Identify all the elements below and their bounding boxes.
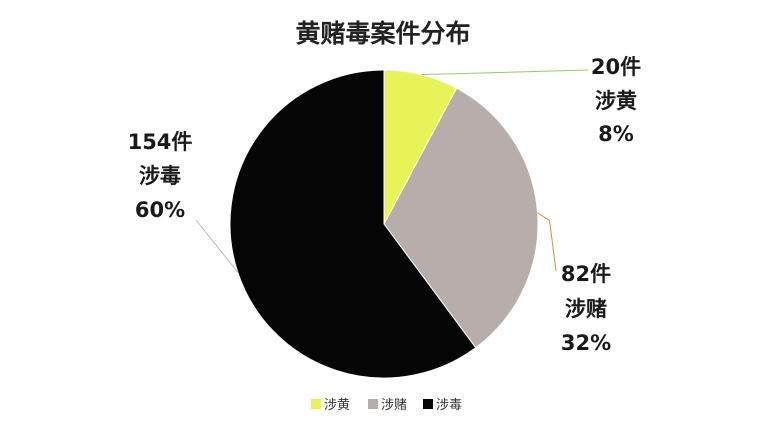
- leader-line-涉黄: [421, 69, 589, 76]
- leader-line-涉赌: [537, 212, 557, 272]
- slice-percent-label: 8%: [598, 122, 634, 146]
- legend-label: 涉黄: [324, 398, 350, 413]
- slice-name-label: 涉赌: [565, 297, 607, 321]
- slice-count-label: 20件: [591, 55, 641, 79]
- pie-slices: [229, 69, 539, 379]
- slice-count-label: 154件: [128, 130, 193, 154]
- legend-label: 涉毒: [436, 398, 462, 413]
- legend-swatch: [311, 399, 321, 409]
- slice-percent-label: 60%: [135, 198, 185, 222]
- slice-name-label: 涉黄: [595, 89, 637, 113]
- chart-title: 黄赌毒案件分布: [295, 19, 470, 48]
- slice-label-涉赌: 82件 涉赌 32%: [561, 262, 611, 355]
- legend: 涉黄 涉赌 涉毒: [311, 398, 462, 413]
- legend-item-涉毒: 涉毒: [423, 398, 462, 413]
- pie-slice-涉毒: [229, 69, 477, 379]
- legend-item-涉黄: 涉黄: [311, 398, 350, 413]
- slice-percent-label: 32%: [561, 331, 611, 355]
- leader-lines: [195, 69, 589, 273]
- slice-label-涉毒: 154件 涉毒 60%: [128, 130, 193, 222]
- legend-swatch: [368, 399, 378, 409]
- legend-item-涉赌: 涉赌: [368, 398, 407, 413]
- leader-line-涉毒: [195, 219, 239, 273]
- slice-name-label: 涉毒: [139, 164, 181, 188]
- slice-count-label: 82件: [561, 262, 611, 286]
- legend-swatch: [423, 399, 433, 409]
- legend-label: 涉赌: [381, 398, 407, 413]
- slice-label-涉黄: 20件 涉黄 8%: [591, 55, 641, 146]
